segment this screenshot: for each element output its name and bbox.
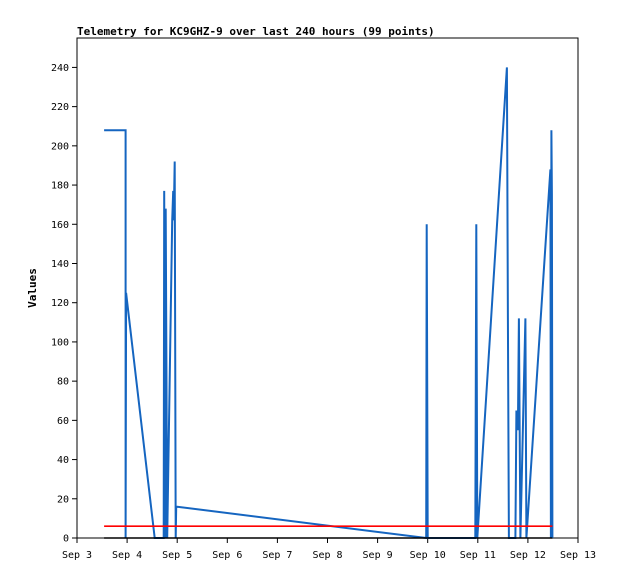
y-tick-label: 120 [51,298,69,309]
y-tick-label: 140 [51,259,69,270]
plot-frame [76,37,579,539]
x-tick-label: Sep 7 [262,550,292,561]
y-tick-label: 220 [51,102,69,113]
y-tick-label: 40 [57,455,69,466]
x-tick-label: Sep 4 [112,550,142,561]
x-tick-label: Sep 5 [162,550,192,561]
x-axis: Sep 3 Sep 4 Sep 5 Sep 6 Sep 7 Sep 8 Sep 9 Sep 1… [62,538,596,561]
x-tick-label: Sep 13 [560,550,596,561]
x-tick-label: Sep 12 [510,550,546,561]
y-tick-label: 100 [51,337,69,348]
x-tick-label: Sep 8 [312,550,342,561]
x-tick-label: Sep 10 [410,550,446,561]
chart-title: Telemetry for KC9GHZ-9 over last 240 hou… [77,25,435,38]
x-tick-label: Sep 6 [212,550,242,561]
y-tick-label: 180 [51,181,69,192]
y-tick-label: 20 [57,494,69,505]
y-tick-label: 200 [51,141,69,152]
x-tick-label: Sep 3 [62,550,92,561]
y-tick-label: 0 [63,534,69,545]
y-axis-label: Values [26,268,39,308]
y-tick-label: 80 [57,377,69,388]
x-tick-label: Sep 9 [363,550,393,561]
x-tick-label: Sep 11 [460,550,496,561]
y-axis: 0 20 40 60 80 100 120 140 160 180 200 220 240 [51,63,77,545]
y-tick-label: 240 [51,63,69,74]
y-tick-label: 60 [57,416,69,427]
series-layer [104,67,554,540]
y-tick-label: 160 [51,220,69,231]
